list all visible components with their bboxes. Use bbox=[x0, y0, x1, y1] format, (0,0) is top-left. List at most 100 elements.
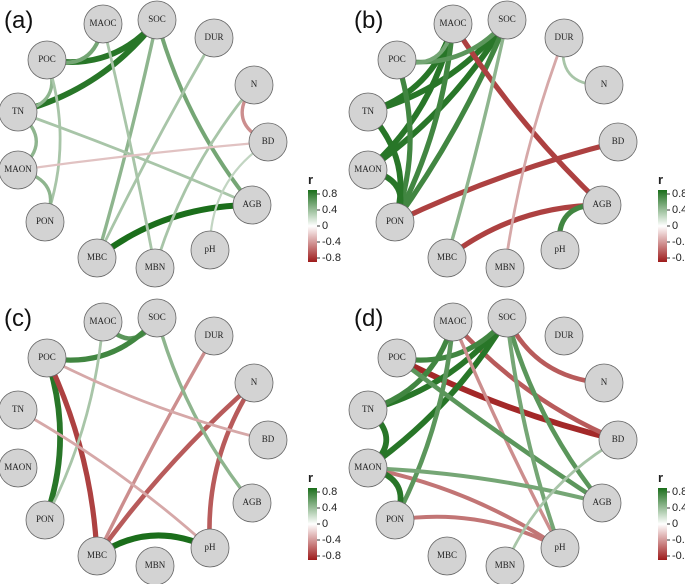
edge bbox=[450, 319, 621, 443]
node bbox=[485, 546, 525, 584]
node bbox=[540, 230, 580, 270]
panel-label: (a) bbox=[4, 7, 33, 34]
node-label: TN bbox=[12, 106, 24, 116]
node-label: MAOC bbox=[89, 316, 116, 326]
node bbox=[137, 298, 177, 338]
panel-label: (c) bbox=[4, 305, 32, 332]
edge bbox=[44, 355, 100, 559]
node bbox=[540, 528, 580, 568]
node bbox=[137, 0, 177, 40]
node bbox=[232, 483, 272, 523]
node-label: MBC bbox=[87, 252, 107, 262]
panel: (d) SOC MAOC POC TN MAON PON MBC MBN pH AGB BD N DUR r… bbox=[348, 298, 685, 584]
node-label: DUR bbox=[204, 330, 223, 340]
colorbar-tick-label: 0 bbox=[322, 518, 328, 530]
edge bbox=[366, 466, 562, 550]
node-label: MAON bbox=[4, 164, 32, 174]
node-label: POC bbox=[388, 352, 406, 362]
colorbar bbox=[658, 190, 667, 262]
edge bbox=[503, 438, 620, 568]
edge bbox=[392, 139, 621, 225]
node-label: pH bbox=[555, 244, 567, 254]
node bbox=[433, 4, 473, 44]
node-label: POC bbox=[38, 352, 56, 362]
edge bbox=[503, 36, 566, 270]
edge bbox=[207, 380, 257, 551]
colorbar-tick-label: 0 bbox=[672, 518, 678, 530]
node-label: DUR bbox=[554, 32, 573, 42]
node bbox=[25, 202, 65, 242]
node bbox=[0, 390, 38, 430]
node bbox=[487, 0, 527, 40]
node bbox=[0, 150, 38, 190]
node bbox=[377, 338, 417, 378]
colorbar-tick-label: 0 bbox=[672, 220, 678, 232]
node-label: pH bbox=[205, 244, 217, 254]
node bbox=[232, 185, 272, 225]
node bbox=[135, 248, 175, 288]
edge bbox=[365, 315, 510, 471]
edge bbox=[16, 408, 212, 550]
panel: (a) SOC MAOC POC TN MAON PON MBC MBN pH AGB BD N DUR r… bbox=[0, 0, 341, 288]
node-label: AGB bbox=[242, 497, 261, 507]
edge bbox=[153, 83, 256, 270]
colorbar-tick-label: -0.4 bbox=[322, 236, 341, 248]
panel: (c) SOC MAOC POC TN MAON PON MBC MBN pH AGB BD N DUR r… bbox=[0, 298, 341, 584]
node-label: SOC bbox=[498, 312, 516, 322]
node-label: DUR bbox=[204, 32, 223, 42]
colorbar-tick-label: 0.8 bbox=[322, 188, 337, 200]
edge bbox=[393, 514, 562, 550]
colorbar-tick-label: 0.4 bbox=[322, 204, 337, 216]
node bbox=[584, 363, 624, 403]
node-label: pH bbox=[555, 542, 567, 552]
node-label: MBN bbox=[145, 262, 166, 272]
node-label: PON bbox=[386, 216, 405, 226]
colorbar-tick-label: 0.8 bbox=[672, 188, 685, 200]
node bbox=[544, 316, 584, 356]
colorbar-tick-label: -0.8 bbox=[672, 252, 685, 264]
node-label: SOC bbox=[498, 14, 516, 24]
node-label: TN bbox=[12, 404, 24, 414]
node-label: DUR bbox=[554, 330, 573, 340]
edge bbox=[101, 22, 157, 270]
node bbox=[433, 302, 473, 342]
edge bbox=[392, 17, 510, 225]
node bbox=[485, 248, 525, 288]
colorbar bbox=[658, 488, 667, 560]
edge bbox=[392, 319, 456, 523]
node bbox=[83, 302, 123, 342]
edge bbox=[394, 355, 605, 506]
colorbar-tick-label: -0.8 bbox=[322, 550, 341, 562]
node bbox=[248, 122, 288, 162]
node-label: SOC bbox=[148, 312, 166, 322]
colorbar bbox=[308, 488, 317, 560]
node bbox=[487, 298, 527, 338]
node bbox=[0, 92, 38, 132]
node-label: BD bbox=[262, 136, 275, 146]
node-label: MAOC bbox=[439, 316, 466, 326]
node-label: MAON bbox=[4, 462, 32, 472]
colorbar-tick-label: -0.4 bbox=[672, 534, 685, 546]
edge bbox=[366, 466, 604, 505]
node bbox=[348, 150, 388, 190]
node-label: N bbox=[251, 377, 258, 387]
node-label: MBC bbox=[87, 550, 107, 560]
edge bbox=[155, 18, 254, 207]
node-label: PON bbox=[36, 514, 55, 524]
colorbar-tick-label: -0.4 bbox=[672, 236, 685, 248]
panel-label: (d) bbox=[354, 305, 383, 332]
node bbox=[234, 363, 274, 403]
node bbox=[348, 448, 388, 488]
node bbox=[25, 500, 65, 540]
colorbar-tick-label: 0.4 bbox=[322, 502, 337, 514]
node-label: N bbox=[601, 377, 608, 387]
panel: (b) SOC MAOC POC TN MAON PON MBC MBN pH AGB BD N DUR r… bbox=[348, 0, 685, 288]
node bbox=[248, 420, 288, 460]
edge bbox=[43, 320, 105, 522]
edge bbox=[365, 17, 510, 173]
node bbox=[135, 546, 175, 584]
node-label: AGB bbox=[242, 199, 261, 209]
node-label: MAON bbox=[354, 164, 382, 174]
colorbar-title: r bbox=[308, 172, 313, 187]
